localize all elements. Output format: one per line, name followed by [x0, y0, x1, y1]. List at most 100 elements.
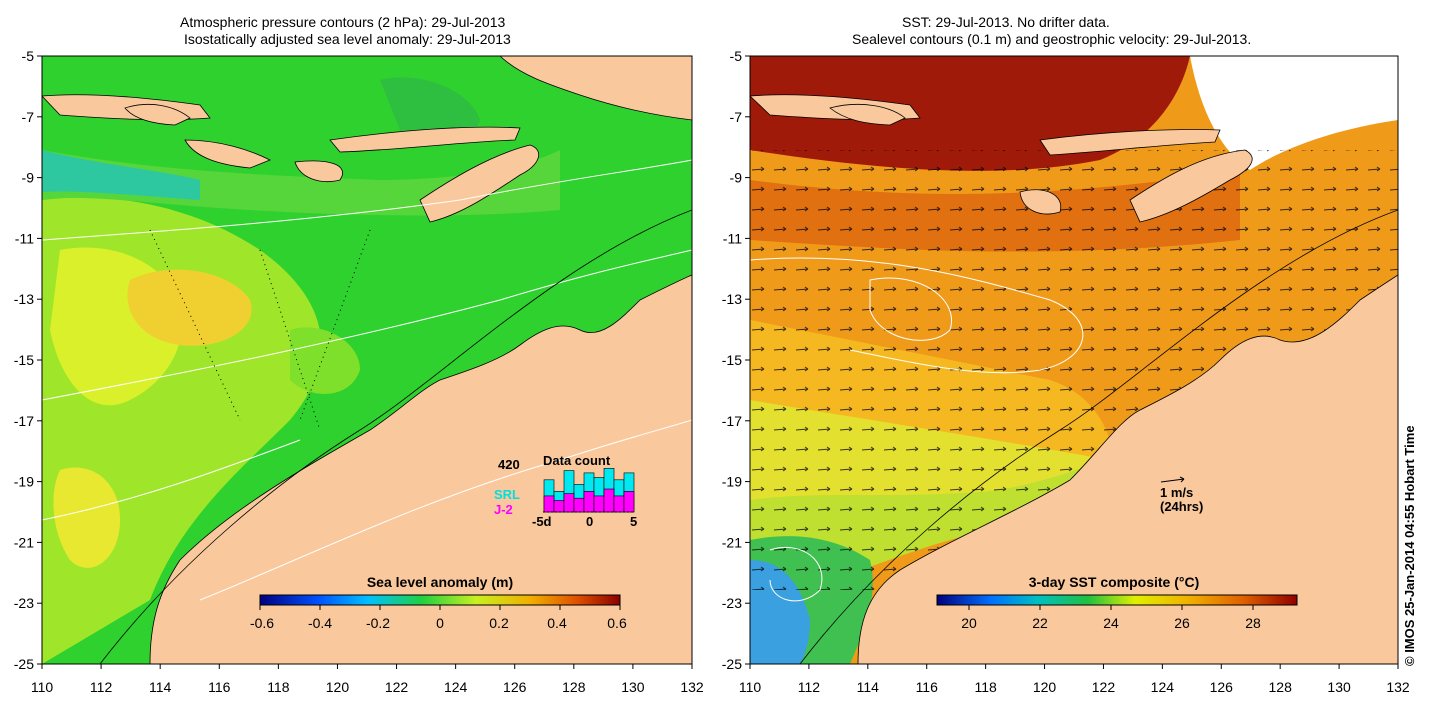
lat-tick-label: -7 — [22, 109, 35, 125]
lat-tick-label: -7 — [730, 109, 743, 125]
lat-tick-label: -23 — [14, 595, 34, 611]
data-count-title: Data count — [543, 453, 611, 468]
data-count-inset: Data count 420 SRL J-2 -5d 0 5 — [494, 453, 637, 529]
data-count-tick: -5d — [532, 514, 552, 529]
lon-tick-label: 116 — [208, 679, 231, 695]
lon-tick-label: 130 — [1327, 679, 1351, 695]
sla-australia — [149, 274, 692, 664]
lat-tick-label: -19 — [722, 474, 742, 490]
lon-tick-label: 128 — [1269, 679, 1293, 695]
sst-island-flores — [1039, 129, 1221, 156]
lon-tick-label: 118 — [267, 679, 290, 695]
data-count-j2-label: J-2 — [494, 502, 513, 517]
sla-patch-north — [380, 77, 480, 144]
sla-island-sumba — [294, 160, 343, 182]
lon-tick-label: 116 — [916, 679, 939, 695]
sla-pressure-contour — [42, 249, 692, 401]
sla-bathymetry — [99, 209, 692, 664]
sla-tick-label: 0.6 — [607, 615, 627, 631]
data-count-max: 420 — [498, 457, 520, 472]
lat-tick-label: -15 — [14, 352, 34, 368]
lon-tick-label: 122 — [1092, 679, 1116, 695]
lat-tick-label: -9 — [730, 170, 743, 186]
sla-colorbar — [259, 594, 621, 606]
lon-tick-label: 124 — [444, 679, 468, 695]
lon-tick-label: 126 — [503, 679, 527, 695]
lat-tick-label: -9 — [22, 170, 35, 186]
sla-tick-label: 0 — [436, 615, 444, 631]
lon-tick-label: 128 — [562, 679, 586, 695]
sla-island-lombok — [184, 139, 271, 169]
j2-count-bar — [583, 490, 595, 513]
j2-count-bar — [613, 495, 625, 513]
sst-tick-label: 24 — [1103, 615, 1119, 631]
lon-tick-label: 112 — [90, 679, 113, 695]
sst-sealevel-contour — [769, 546, 823, 602]
lat-tick-label: -25 — [14, 656, 34, 672]
sla-patch-mid — [290, 327, 360, 394]
j2-count-bar — [603, 488, 615, 513]
lon-tick-label: 114 — [857, 679, 880, 695]
lon-tick-label: 110 — [739, 679, 762, 695]
sst-bathymetry — [799, 209, 1398, 664]
sla-pressure-contour — [42, 439, 301, 521]
sst-sealevel-contour — [869, 277, 952, 341]
sla-island-bali — [124, 103, 191, 126]
lat-tick-label: -5 — [730, 48, 743, 64]
sla-tick-label: -0.6 — [250, 615, 274, 631]
lon-tick-label: 132 — [1386, 679, 1410, 695]
lon-tick-label: 124 — [1151, 679, 1175, 695]
lon-tick-label: 110 — [31, 679, 54, 695]
velocity-scale-arrow — [1160, 478, 1185, 483]
sla-patch-south — [53, 467, 120, 568]
lat-tick-label: -23 — [722, 595, 742, 611]
lat-tick-label: -11 — [15, 230, 34, 246]
lat-tick-label: -19 — [14, 474, 34, 490]
sla-island-timor — [419, 144, 540, 223]
sla-track — [149, 229, 241, 421]
velocity-scale: 1 m/s (24hrs) — [1160, 476, 1203, 514]
sst-colorbar-label: 3-day SST composite (°C) — [1029, 574, 1200, 590]
sst-island-bali — [829, 103, 906, 126]
sst-island-sumba — [1019, 189, 1062, 215]
sla-land-contour — [199, 419, 692, 601]
left-title-line2: Isostatically adjusted sea level anomaly… — [184, 31, 511, 47]
lat-tick-label: -11 — [723, 230, 742, 246]
lat-tick-label: -13 — [722, 291, 742, 307]
sst-colorbar-ticks: 20 22 24 26 28 — [961, 605, 1261, 631]
data-count-tick: 0 — [586, 514, 593, 529]
sla-tick-label: 0.4 — [547, 615, 567, 631]
sst-australia — [857, 274, 1398, 664]
lon-tick-label: 118 — [974, 679, 997, 695]
j2-count-bar — [623, 490, 635, 513]
sla-patch-orange — [127, 269, 252, 346]
lat-tick-label: -15 — [722, 352, 742, 368]
sst-tick-label: 28 — [1245, 615, 1261, 631]
data-count-tick: 5 — [630, 514, 637, 529]
sst-sealevel-contour — [750, 257, 1084, 374]
lat-tick-label: -17 — [722, 413, 742, 429]
sla-island-north — [499, 56, 692, 121]
lat-tick-label: -13 — [14, 291, 34, 307]
lon-tick-label: 126 — [1210, 679, 1234, 695]
sla-tick-label: 0.2 — [489, 615, 509, 631]
lon-tick-label: 122 — [385, 679, 409, 695]
lon-tick-label: 112 — [798, 679, 821, 695]
j2-count-bar — [543, 495, 555, 513]
j2-count-bar — [563, 493, 575, 513]
sst-tick-label: 20 — [961, 615, 977, 631]
sla-colorbar-label: Sea level anomaly (m) — [367, 574, 513, 590]
j2-count-bar — [593, 495, 605, 513]
velocity-scale-label: 1 m/s — [1160, 485, 1193, 500]
data-count-srl-label: SRL — [494, 487, 520, 502]
left-title-line1: Atmospheric pressure contours (2 hPa): 2… — [180, 14, 506, 30]
sst-island-timor — [1129, 149, 1253, 223]
sla-island-flores — [329, 126, 521, 153]
axis-layer: -5 -7 -9 -11 -13 -15 -17 -19 -21 -23 -25 110 112 114 1… — [14, 48, 1410, 695]
right-title-line2: Sealevel contours (0.1 m) and geostrophi… — [852, 31, 1252, 47]
j2-count-bar — [553, 500, 565, 513]
sst-cloud — [1190, 56, 1398, 170]
sla-tick-label: -0.2 — [366, 615, 390, 631]
sla-colorbar-ticks: -0.6 -0.4 -0.2 0 0.2 0.4 0.6 — [250, 605, 627, 631]
